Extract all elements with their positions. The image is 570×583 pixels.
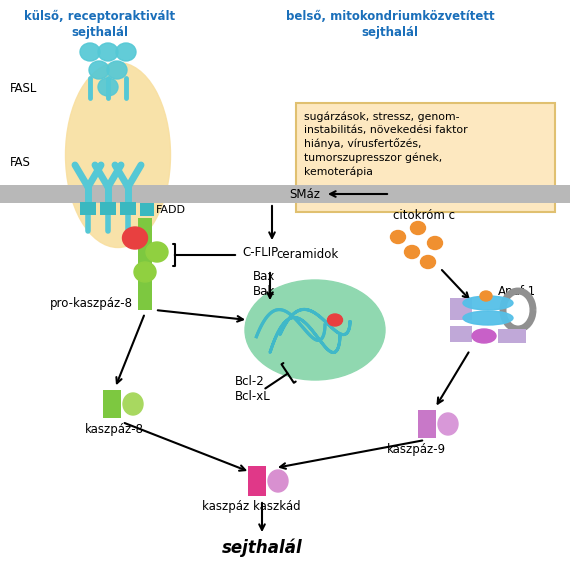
Ellipse shape	[405, 245, 420, 258]
Ellipse shape	[123, 393, 143, 415]
Ellipse shape	[245, 280, 385, 380]
Ellipse shape	[463, 311, 513, 325]
Ellipse shape	[107, 61, 127, 79]
Text: FADD: FADD	[156, 205, 186, 215]
Ellipse shape	[98, 78, 118, 96]
Bar	[120, 202, 136, 215]
Text: belső, mitokondriumközvetített
sejthalál: belső, mitokondriumközvetített sejthalál	[286, 10, 494, 39]
Text: Apaf-1: Apaf-1	[498, 286, 536, 298]
Text: SMáz: SMáz	[289, 188, 320, 201]
Bar	[138, 218, 152, 310]
Ellipse shape	[98, 43, 118, 61]
Ellipse shape	[80, 43, 100, 61]
Bar	[100, 202, 116, 215]
Text: FAS: FAS	[10, 156, 31, 168]
Bar	[450, 298, 472, 320]
Text: sejthalál: sejthalál	[222, 539, 302, 557]
Bar	[450, 326, 472, 342]
Ellipse shape	[421, 255, 435, 269]
Bar	[80, 202, 96, 215]
Ellipse shape	[116, 43, 136, 61]
Ellipse shape	[89, 61, 109, 79]
Text: ceramidok: ceramidok	[276, 248, 338, 261]
Bar	[103, 390, 121, 418]
Text: Bcl-2
Bcl-xL: Bcl-2 Bcl-xL	[235, 375, 271, 403]
Bar	[248, 466, 266, 496]
Ellipse shape	[472, 329, 496, 343]
FancyBboxPatch shape	[296, 103, 555, 212]
Bar	[140, 203, 154, 216]
Text: Bax
Bak: Bax Bak	[253, 270, 275, 298]
Text: citokróm c: citokróm c	[393, 209, 455, 222]
Ellipse shape	[390, 230, 405, 244]
Bar	[0, 185, 570, 203]
Ellipse shape	[268, 470, 288, 492]
Ellipse shape	[463, 296, 513, 310]
Text: C-FLIP: C-FLIP	[242, 247, 278, 259]
Ellipse shape	[66, 62, 170, 248]
Bar	[418, 410, 436, 438]
Text: kaszpáz kaszkád: kaszpáz kaszkád	[202, 500, 300, 513]
Ellipse shape	[410, 222, 425, 234]
Text: FASL: FASL	[10, 82, 38, 94]
Text: kaszpáz-8: kaszpáz-8	[85, 423, 144, 436]
Text: sugárzások, stressz, genom-
instabilitás, növekedési faktor
hiánya, vírusfertőzé: sugárzások, stressz, genom- instabilitás…	[304, 111, 467, 177]
Ellipse shape	[134, 262, 156, 282]
Bar	[498, 329, 526, 343]
Ellipse shape	[438, 413, 458, 435]
Ellipse shape	[328, 314, 343, 326]
Text: külső, receptoraktivált
sejthalál: külső, receptoraktivált sejthalál	[25, 10, 176, 39]
Ellipse shape	[428, 237, 442, 250]
Ellipse shape	[146, 242, 168, 262]
Ellipse shape	[123, 227, 148, 249]
Text: kaszpáz-9: kaszpáz-9	[387, 443, 446, 456]
Text: pro-kaszpáz-8: pro-kaszpáz-8	[50, 297, 133, 310]
Ellipse shape	[480, 291, 492, 301]
